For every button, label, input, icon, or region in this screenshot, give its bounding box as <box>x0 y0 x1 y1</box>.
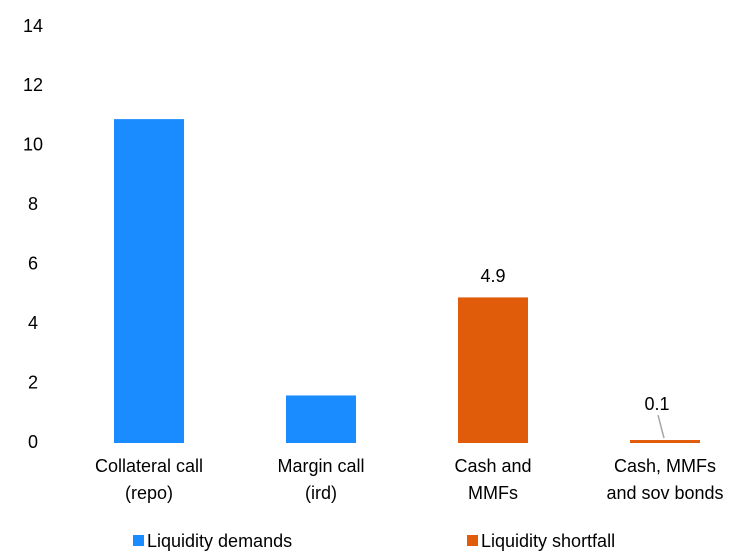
leader-line <box>657 414 665 439</box>
legend-label: Liquidity shortfall <box>481 531 615 551</box>
data-label: 4.9 <box>480 266 505 286</box>
y-tick-label: 4 <box>28 313 38 333</box>
x-tick-label: MMFs <box>468 483 518 503</box>
x-tick-label: Cash, MMFs <box>614 456 716 476</box>
bar <box>458 297 528 443</box>
y-tick-label: 10 <box>23 135 43 155</box>
x-tick-label: Cash and <box>454 456 531 476</box>
y-tick-label: 14 <box>23 16 43 36</box>
bar <box>630 440 700 443</box>
y-tick-label: 0 <box>28 432 38 452</box>
bar <box>114 119 184 443</box>
x-tick-label: Collateral call <box>95 456 203 476</box>
x-tick-label: (ird) <box>305 483 337 503</box>
x-tick-label: (repo) <box>125 483 173 503</box>
y-tick-label: 12 <box>23 75 43 95</box>
y-tick-label: 8 <box>28 194 38 214</box>
legend-swatch <box>467 535 478 546</box>
legend-swatch <box>133 535 144 546</box>
x-tick-label: Margin call <box>277 456 364 476</box>
y-tick-label: 2 <box>28 372 38 392</box>
y-tick-label: 6 <box>28 253 38 273</box>
x-tick-label: and sov bonds <box>606 483 723 503</box>
bar <box>286 395 356 443</box>
legend-label: Liquidity demands <box>147 531 292 551</box>
data-label: 0.1 <box>644 394 669 414</box>
